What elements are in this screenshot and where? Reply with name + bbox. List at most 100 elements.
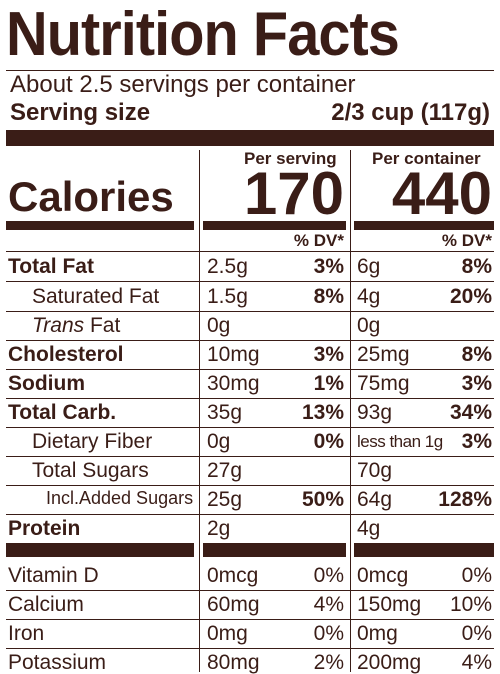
title-divider bbox=[6, 70, 494, 71]
column-divider-2 bbox=[350, 150, 351, 672]
row-divider bbox=[6, 485, 494, 486]
nutrient-dv-container: 3% bbox=[461, 372, 492, 395]
calories-bar-mid bbox=[203, 221, 346, 230]
row-divider bbox=[6, 427, 494, 428]
nutrient-dv-serving: 1% bbox=[313, 372, 344, 395]
row-divider bbox=[6, 340, 494, 341]
serving-size-label: Serving size bbox=[10, 99, 151, 126]
nutrient-amount-container: 70g bbox=[357, 459, 393, 482]
vitamin-dv-serving: 0% bbox=[313, 622, 344, 645]
vitamin-amount-serving: 0mcg bbox=[207, 564, 259, 587]
vitamin-name: Iron bbox=[8, 622, 45, 645]
nutrient-name: Trans Fat bbox=[32, 315, 120, 336]
serving-thick-bar bbox=[6, 130, 494, 146]
nutrient-dv-container: 8% bbox=[461, 255, 492, 278]
calories-bar-right bbox=[354, 221, 494, 230]
row-divider bbox=[6, 281, 494, 282]
nutrient-dv-serving: 0% bbox=[313, 430, 344, 453]
nutrient-dv-serving: 13% bbox=[301, 401, 344, 424]
row-divider bbox=[6, 251, 494, 252]
nutrient-name: Cholesterol bbox=[8, 343, 124, 366]
nutrient-amount-serving: 10mg bbox=[207, 343, 260, 366]
vitamin-dv-serving: 4% bbox=[313, 593, 344, 616]
row-divider bbox=[6, 648, 494, 649]
nutrient-amount-container: 25mg bbox=[357, 343, 410, 366]
nutrient-name: Dietary Fiber bbox=[32, 430, 153, 453]
nutrient-amount-container: 4g bbox=[357, 285, 381, 308]
nutrient-amount-container: 6g bbox=[357, 255, 381, 278]
vitamin-name: Calcium bbox=[8, 593, 84, 616]
vitamin-amount-serving: 80mg bbox=[207, 651, 260, 674]
vitamin-dv-container: 10% bbox=[449, 593, 492, 616]
nutrient-amount-serving: 2g bbox=[207, 517, 231, 540]
nutrient-dv-serving: 3% bbox=[313, 255, 344, 278]
nutrient-name: Protein bbox=[8, 517, 81, 540]
per-container-header: Per container bbox=[372, 149, 481, 168]
nutrient-dv-container: 8% bbox=[461, 343, 492, 366]
row-divider bbox=[6, 456, 494, 457]
nutrient-name: Saturated Fat bbox=[32, 285, 160, 308]
vitamin-amount-container: 150mg bbox=[357, 593, 422, 616]
nutrient-amount-serving: 1.5g bbox=[207, 285, 248, 308]
servings-per-container: About 2.5 servings per container bbox=[10, 71, 356, 98]
nutrient-amount-serving: 35g bbox=[207, 401, 243, 424]
per-serving-header: Per serving bbox=[244, 149, 337, 168]
nutrient-amount-serving: 25g bbox=[207, 488, 243, 511]
nutrient-name: Sodium bbox=[8, 372, 85, 395]
nutrient-amount-serving: 2.5g bbox=[207, 255, 248, 278]
dv-header-container: % DV* bbox=[441, 231, 492, 250]
label-title: Nutrition Facts bbox=[6, 0, 400, 69]
nutrient-amount-serving: 0g bbox=[207, 430, 231, 453]
nutrient-name-rest: Fat bbox=[84, 314, 121, 337]
vitamins-bar-left bbox=[6, 543, 194, 557]
row-divider bbox=[6, 619, 494, 620]
nutrient-amount-serving: 30mg bbox=[207, 372, 260, 395]
vitamin-amount-container: 200mg bbox=[357, 651, 422, 674]
row-divider bbox=[6, 311, 494, 312]
nutrient-dv-serving: 3% bbox=[313, 343, 344, 366]
nutrient-dv-serving: 8% bbox=[313, 285, 344, 308]
calories-label: Calories bbox=[8, 173, 174, 220]
nutrient-amount-serving: 27g bbox=[207, 459, 243, 482]
vitamin-amount-container: 0mcg bbox=[357, 564, 409, 587]
calories-per-serving: 170 bbox=[243, 160, 344, 227]
row-divider bbox=[6, 590, 494, 591]
nutrient-name: Total Fat bbox=[8, 255, 94, 278]
dv-header-serving: % DV* bbox=[293, 231, 344, 250]
vitamin-amount-container: 0mg bbox=[357, 622, 398, 645]
calories-per-container: 440 bbox=[391, 160, 492, 227]
nutrient-dv-container: 20% bbox=[449, 285, 492, 308]
nutrient-amount-container: 93g bbox=[357, 401, 393, 424]
nutrient-amount-container: 75mg bbox=[357, 372, 410, 395]
nutrient-amount-serving: 0g bbox=[207, 314, 231, 337]
nutrient-name: Total Carb. bbox=[8, 401, 117, 424]
vitamin-dv-serving: 2% bbox=[313, 651, 344, 674]
row-divider bbox=[6, 398, 494, 399]
nutrient-amount-container: less than 1g bbox=[357, 432, 443, 451]
nutrient-amount-container: 4g bbox=[357, 517, 381, 540]
column-divider-1 bbox=[199, 150, 200, 672]
vitamin-dv-container: 4% bbox=[461, 651, 492, 674]
vitamin-dv-container: 0% bbox=[461, 622, 492, 645]
nutrient-dv-container: 3% bbox=[461, 430, 492, 453]
vitamins-bar-right bbox=[354, 543, 494, 557]
vitamin-amount-serving: 0mg bbox=[207, 622, 248, 645]
vitamin-dv-serving: 0% bbox=[313, 564, 344, 587]
row-divider bbox=[6, 514, 494, 515]
vitamin-name: Potassium bbox=[8, 651, 107, 674]
vitamins-bar-mid bbox=[203, 543, 346, 557]
vitamin-amount-serving: 60mg bbox=[207, 593, 260, 616]
nutrient-amount-container: 64g bbox=[357, 488, 393, 511]
nutrient-dv-container: 128% bbox=[438, 488, 492, 511]
row-divider bbox=[6, 369, 494, 370]
nutrient-name-italic: Trans bbox=[32, 314, 85, 337]
nutrient-dv-serving: 50% bbox=[301, 488, 344, 511]
calories-bar-left bbox=[6, 221, 194, 230]
vitamin-dv-container: 0% bbox=[461, 564, 492, 587]
vitamin-name: Vitamin D bbox=[8, 564, 99, 587]
nutrient-name: Total Sugars bbox=[32, 459, 149, 482]
serving-size-value: 2/3 cup (117g) bbox=[331, 99, 490, 126]
nutrient-name: Incl.Added Sugars bbox=[46, 488, 194, 508]
nutrient-amount-container: 0g bbox=[357, 314, 381, 337]
nutrient-dv-container: 34% bbox=[449, 401, 492, 424]
